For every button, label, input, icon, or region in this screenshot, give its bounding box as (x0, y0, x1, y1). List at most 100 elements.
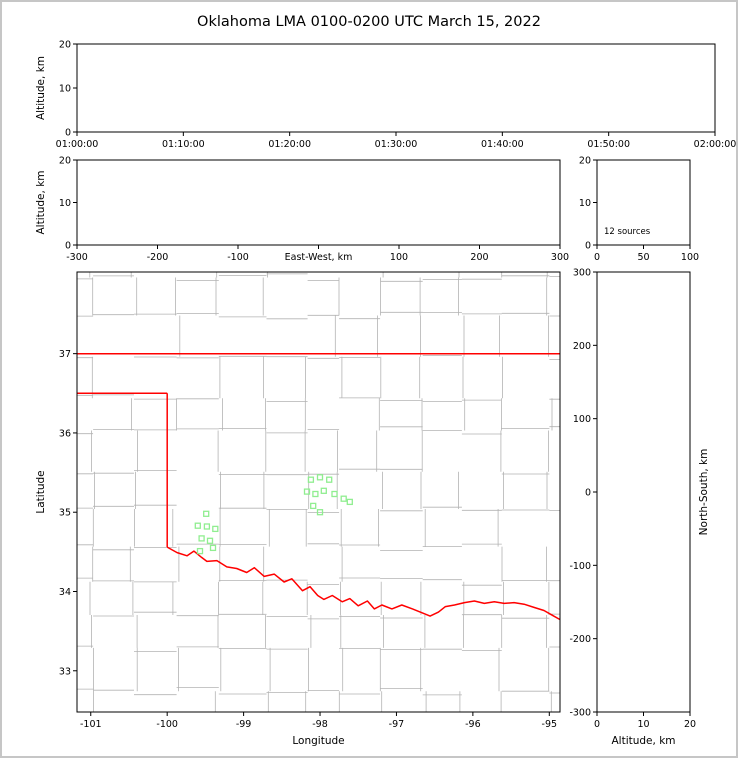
tick-label: -101 (80, 719, 102, 730)
station-marker (312, 490, 319, 498)
tick-label: 20 (59, 156, 71, 167)
tick-label: -97 (389, 719, 405, 730)
y-axis-plan-view-map: 33 34 35 36 37 (59, 349, 77, 677)
tick-label: 20 (684, 719, 696, 730)
panel-frame (76, 159, 561, 246)
state-border-red-river (166, 546, 560, 621)
tick-label: 01:30:00 (375, 139, 418, 150)
county-lines (77, 272, 560, 712)
tick-label: 10 (59, 84, 71, 95)
tick-label: 0 (65, 128, 71, 139)
tick-label: 01:40:00 (481, 139, 524, 150)
y-axis-ew-height: 0 10 20 (59, 156, 77, 252)
tick-label: 34 (59, 587, 71, 598)
x-axis-title: Longitude (292, 735, 344, 747)
tick-label: 200 (573, 341, 591, 352)
tick-label: -96 (465, 719, 481, 730)
tick-label: -300 (569, 708, 591, 719)
y-axis-title: North-South, km (698, 449, 710, 536)
panel-frame (76, 43, 716, 133)
tick-label: 0 (594, 252, 600, 263)
tick-label: 01:50:00 (587, 139, 630, 150)
station-marker (198, 535, 205, 542)
x-axis-ew-height: -300 -200 -100 East-West, km 100 200 300 (66, 245, 569, 263)
annotation: 12 sources (604, 227, 651, 237)
tick-label: 0 (594, 719, 600, 730)
y-axis-title: Altitude, km (35, 170, 47, 234)
tick-label: -99 (236, 719, 252, 730)
tick-label: 20 (579, 156, 591, 167)
tick-label: 37 (59, 349, 71, 360)
x-axis-title: Altitude, km (611, 735, 675, 747)
x-axis-plan-view-map: -101 -100 -99 -98 -97 -96 -95 (80, 712, 557, 730)
tick-label: 01:00:00 (56, 139, 99, 150)
x-axis-title: East-West, km (285, 252, 353, 263)
y-axis-altitude-histogram: 0 10 20 (579, 156, 597, 252)
tick-label: -100 (227, 252, 249, 263)
panel-ew-height: -300 -200 -100 East-West, km 100 200 300 0 10 20 A… (35, 156, 569, 264)
tick-label: -300 (66, 252, 88, 263)
tick-label: 33 (59, 666, 71, 677)
station-marker (212, 525, 219, 533)
tick-label: 0 (585, 241, 591, 252)
y-axis-time-height: 0 10 20 (59, 40, 77, 139)
tick-label: 02:00:00 (694, 139, 736, 150)
station-marker (194, 522, 201, 529)
y-axis-title: Latitude (35, 470, 47, 513)
station-marker (307, 476, 315, 483)
tick-label: 300 (551, 252, 569, 263)
tick-label: 10 (579, 198, 591, 209)
tick-label: 01:20:00 (268, 139, 311, 150)
lma-stations (194, 474, 353, 555)
station-marker (209, 544, 217, 552)
tick-label: 35 (59, 508, 71, 519)
station-marker (316, 474, 324, 481)
panel-plan-view-map: -101 -100 -99 -98 -97 -96 -95 Longitude 33 34 35 36… (35, 271, 561, 747)
station-marker (320, 487, 327, 494)
tick-label: -200 (147, 252, 169, 263)
station-marker (316, 509, 324, 516)
tick-label: 200 (470, 252, 488, 263)
tick-label: -100 (569, 561, 591, 572)
x-axis-altitude-histogram: 0 50 100 (594, 245, 699, 263)
tick-label: 50 (637, 252, 649, 263)
station-marker (203, 510, 210, 517)
tick-label: 01:10:00 (162, 139, 205, 150)
panel-time-height: 01:00:00 01:10:00 01:20:00 01:30:00 01:40:00… (35, 40, 736, 151)
tick-label: -95 (542, 719, 558, 730)
station-marker (346, 498, 353, 506)
panel-frame (76, 271, 561, 713)
tick-label: 10 (59, 198, 71, 209)
panel-altitude-histogram: 0 50 100 0 10 20 12 sources (579, 156, 699, 264)
tick-label: 100 (573, 414, 591, 425)
tick-label: -100 (156, 719, 178, 730)
tick-label: 100 (390, 252, 408, 263)
tick-label: 0 (65, 241, 71, 252)
tick-label: 0 (585, 488, 591, 499)
tick-label: 36 (59, 428, 71, 439)
station-marker (331, 490, 338, 498)
station-marker (196, 547, 204, 555)
station-marker (206, 537, 214, 544)
tick-label: -98 (312, 719, 328, 730)
station-marker (340, 495, 347, 502)
y-axis-title: Altitude, km (35, 56, 47, 120)
tick-label: 20 (59, 40, 71, 51)
station-marker (303, 488, 311, 495)
tick-label: 100 (681, 252, 699, 263)
station-marker (326, 476, 333, 483)
station-marker (203, 523, 211, 530)
y-axis-ns-height: -300 -200 -100 0 100 200 300 (569, 268, 597, 719)
x-axis-time-height: 01:00:00 01:10:00 01:20:00 01:30:00 01:40:00… (56, 132, 736, 150)
x-axis-ns-height: 0 10 20 (594, 712, 696, 730)
tick-label: -200 (569, 634, 591, 645)
tick-label: 300 (573, 268, 591, 279)
panel-ns-height: 0 10 20 Altitude, km -300 -200 -100 0 100 200 300 N… (569, 268, 710, 748)
map-content (77, 272, 560, 712)
tick-label: 10 (637, 719, 649, 730)
panel-frame (596, 271, 691, 713)
figure-title: Oklahoma LMA 0100-0200 UTC March 15, 202… (197, 14, 541, 30)
station-marker (310, 502, 317, 510)
